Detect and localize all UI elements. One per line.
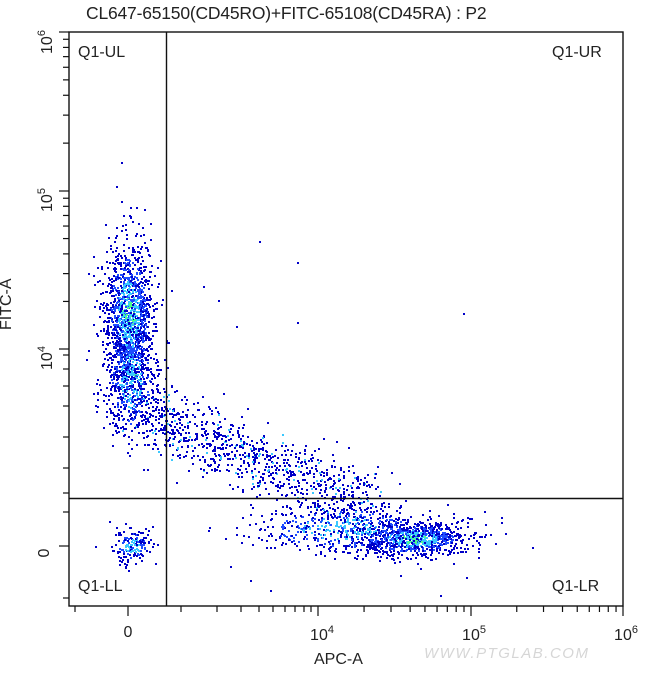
plot-frame [68, 31, 624, 607]
y-tick-0: 0 [36, 548, 53, 558]
quadrant-label-ur: Q1-UR [552, 44, 602, 61]
x-tick-1e4: 104 [310, 624, 334, 644]
quadrant-label-ll: Q1-LL [78, 578, 123, 595]
x-axis-label: APC-A [314, 651, 363, 668]
quadrant-label-ul: Q1-UL [78, 44, 126, 61]
y-tick-1e6: 106 [36, 30, 56, 54]
x-axis-ticks [74, 606, 624, 616]
scatter-points [86, 162, 534, 597]
x-tick-0: 0 [123, 624, 133, 641]
quadrant-label-lr: Q1-LR [552, 578, 600, 595]
y-axis-label: FITC-A [0, 278, 15, 330]
x-tick-1e6: 106 [614, 624, 638, 644]
x-tick-1e5: 105 [462, 624, 486, 644]
y-tick-1e5: 105 [36, 188, 56, 212]
y-axis-ticks [59, 31, 69, 599]
y-tick-1e4: 104 [36, 346, 56, 370]
watermark: WWW.PTGLAB.COM [424, 645, 590, 662]
chart-title: CL647-65150(CD45RO)+FITC-65108(CD45RA) :… [86, 3, 487, 23]
